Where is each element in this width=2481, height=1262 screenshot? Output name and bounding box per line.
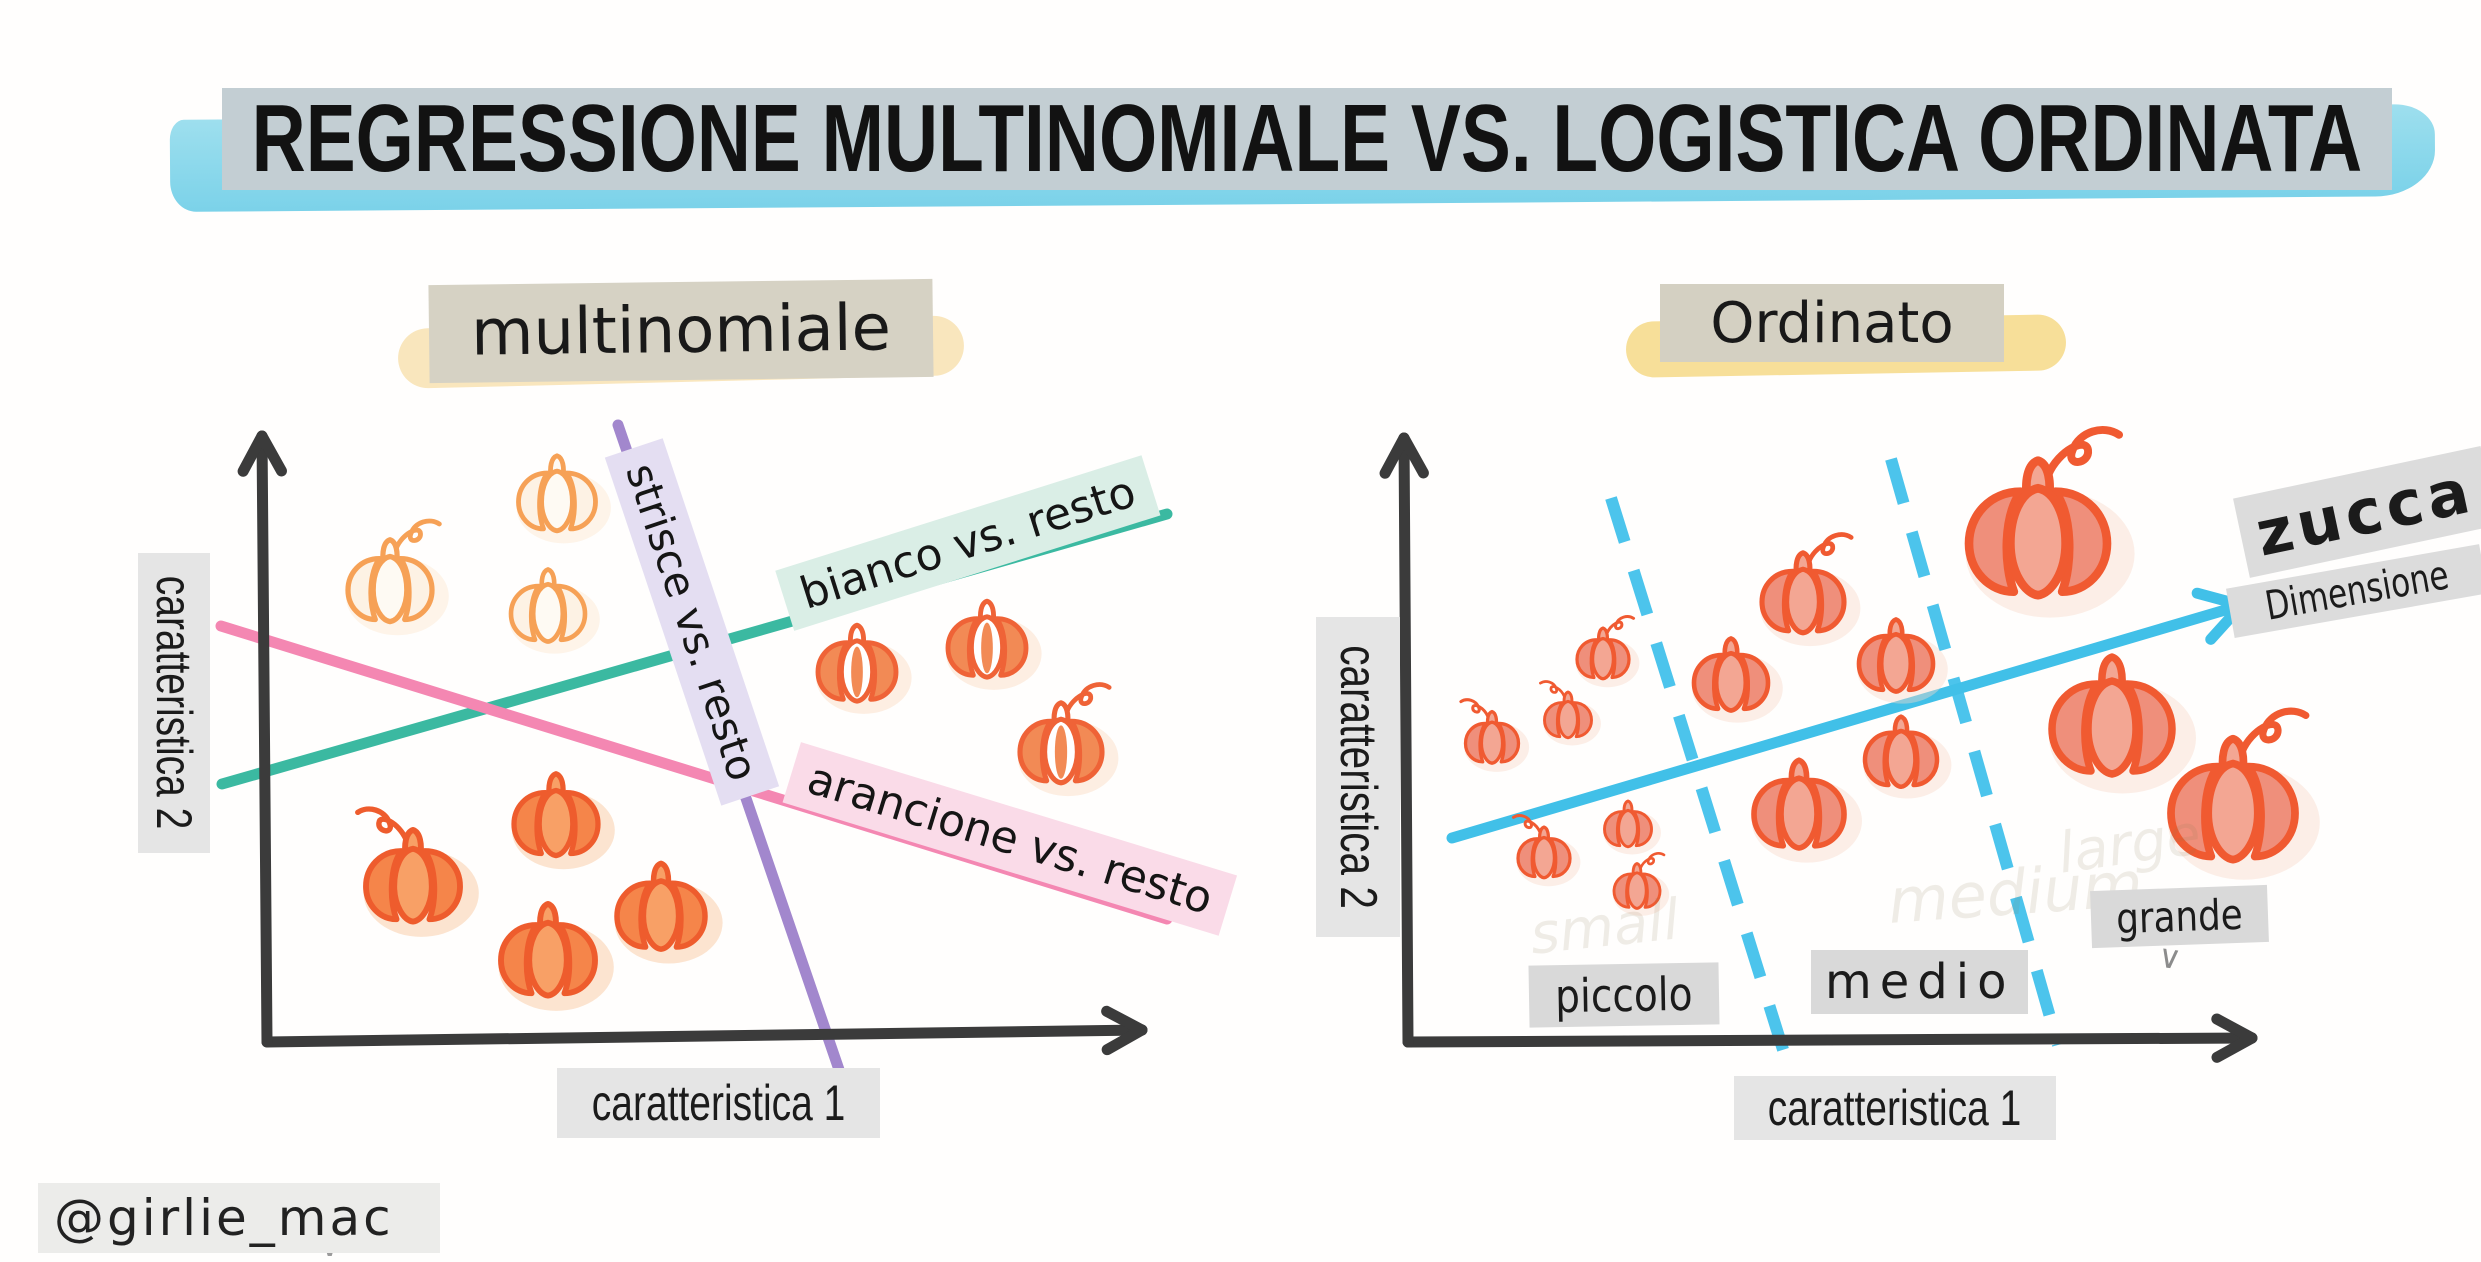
left-x-axis-label-text: caratteristica 1 (591, 1075, 846, 1131)
right-x-axis-label: caratteristica 1 (1734, 1076, 2056, 1140)
multinomial-heading-band: multinomiale (428, 278, 934, 384)
pumpkin-vine (1459, 698, 1490, 719)
pumpkin-white (345, 518, 449, 636)
category-label-piccolo-text: piccolo (1554, 966, 1693, 1024)
y-axis-arrowhead (1379, 432, 1429, 479)
y-axis (256, 430, 273, 1048)
pumpkin-salmon (1856, 617, 1948, 704)
y-axis (1398, 432, 1414, 1048)
pumpkin-salmon (1459, 698, 1530, 772)
ordered-heading: Ordinato (1710, 290, 1954, 356)
pumpkin-vine (1806, 532, 1854, 564)
pumpkin-vine (1511, 814, 1542, 834)
pumpkin-orange (355, 806, 479, 937)
pumpkin-white (508, 567, 600, 654)
pumpkin-orange (498, 901, 614, 1011)
category-label-grande-text: grande (2115, 889, 2244, 944)
pumpkin-salmon (1751, 757, 1862, 863)
pumpkin-vine (1605, 615, 1636, 635)
pumpkin-striped (1017, 682, 1119, 797)
pumpkin-vine (1064, 682, 1112, 714)
threshold-dashed-line (1605, 496, 1796, 1074)
pumpkin-salmon (1691, 636, 1783, 723)
pumpkin-orange (511, 771, 615, 870)
multinomial-heading: multinomiale (470, 291, 892, 371)
pumpkin-salmon (1964, 426, 2135, 618)
pumpkin-salmon (1511, 814, 1581, 887)
pumpkin-orange (614, 860, 723, 964)
category-label-medio: medio (1811, 950, 2029, 1014)
pumpkin-vine (1539, 680, 1566, 699)
ordered-heading-band: Ordinato (1660, 284, 2004, 362)
pumpkin-salmon (1612, 852, 1670, 916)
title-band: REGRESSIONE MULTINOMIALE VS. LOGISTICA O… (222, 85, 2392, 192)
pumpkin-vine (1639, 852, 1666, 870)
pumpkin-salmon (1603, 799, 1661, 855)
left-x-axis-label: caratteristica 1 (557, 1068, 880, 1138)
left-y-axis-label-text: caratteristica 2 (146, 576, 202, 830)
pumpkin-vine (355, 806, 409, 843)
watermark-band: @girlie_mac (38, 1183, 440, 1253)
pumpkin-salmon (1575, 615, 1640, 688)
x-axis (261, 1024, 1148, 1048)
pumpkin-vine (2044, 426, 2124, 479)
right-x-axis-label-text: caratteristica 1 (1768, 1080, 2022, 1136)
pumpkin-vine (2238, 707, 2310, 755)
pumpkin-salmon (2167, 707, 2320, 880)
pumpkin-white (516, 453, 611, 544)
watermark-handle: @girlie_mac (54, 1189, 394, 1247)
size-axis-line (1446, 602, 2238, 844)
x-axis-arrowhead (1101, 1005, 1148, 1056)
right-y-axis-label-text: caratteristica 2 (1329, 645, 1387, 909)
x-axis-arrowhead (2211, 1013, 2258, 1063)
left-y-axis-label: caratteristica 2 (138, 553, 210, 853)
pumpkin-salmon (1539, 680, 1601, 746)
pumpkin-salmon (1862, 714, 1952, 799)
pumpkin-striped (815, 622, 912, 714)
pumpkin-vine (393, 518, 442, 551)
y-axis-arrowhead (237, 430, 287, 477)
pumpkin-salmon (2048, 653, 2196, 794)
threshold-dashed-line (1885, 457, 2064, 1047)
page-title: REGRESSIONE MULTINOMIALE VS. LOGISTICA O… (251, 85, 2363, 192)
x-axis (1402, 1032, 2258, 1048)
category-label-piccolo: piccolo (1528, 962, 1720, 1028)
pumpkin-striped (945, 598, 1042, 690)
pumpkin-salmon (1759, 532, 1861, 647)
right-y-axis-label: caratteristica 2 (1316, 617, 1400, 937)
